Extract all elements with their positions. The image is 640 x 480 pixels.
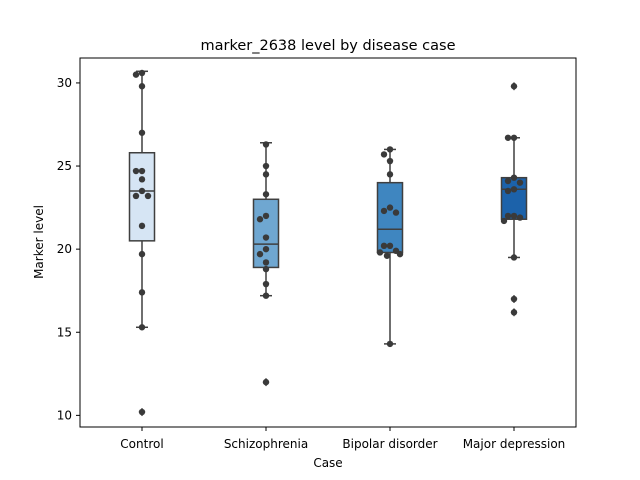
data-point [386, 171, 394, 178]
x-axis-title: Case [313, 456, 342, 470]
data-point [262, 141, 270, 148]
data-point [138, 176, 146, 183]
data-point [386, 146, 394, 153]
y-tick-label: 30 [57, 76, 72, 90]
data-point [138, 222, 146, 230]
data-point [262, 212, 270, 220]
y-tick-label: 20 [57, 242, 72, 256]
box-group-2 [376, 146, 404, 348]
data-point [138, 408, 146, 416]
data-point [138, 250, 146, 258]
data-point [132, 167, 140, 175]
data-point [510, 134, 518, 141]
iqr-box [376, 181, 404, 254]
data-point [386, 340, 394, 348]
data-point [380, 242, 388, 250]
data-point [380, 151, 388, 158]
x-axis: Control Schizophrenia Bipolar disorder Majo… [120, 427, 565, 451]
y-tick-label: 25 [57, 159, 72, 173]
data-point [256, 250, 264, 258]
data-point [392, 209, 400, 216]
x-tick-label: Major depression [463, 437, 566, 451]
data-point [510, 174, 518, 181]
data-point [138, 167, 146, 175]
box-group-3 [500, 81, 528, 317]
data-point [516, 214, 524, 221]
data-point [138, 324, 146, 331]
data-point [138, 129, 146, 136]
data-point [500, 217, 508, 225]
data-point [262, 245, 270, 253]
data-point [262, 259, 270, 266]
data-point [386, 242, 394, 250]
data-point [262, 171, 270, 178]
data-point [510, 83, 518, 90]
x-tick-label: Bipolar disorder [342, 437, 437, 451]
box-group-1 [252, 141, 280, 387]
x-tick-label: Control [120, 437, 163, 451]
y-axis-title: Marker level [32, 205, 46, 279]
data-point [383, 252, 391, 259]
data-point [132, 192, 140, 200]
x-tick-label: Schizophrenia [224, 437, 308, 451]
data-point [262, 234, 270, 241]
data-point [386, 204, 394, 211]
data-point [504, 187, 512, 195]
data-point [380, 207, 388, 215]
boxes-group [128, 69, 528, 417]
data-point [510, 309, 518, 316]
data-point [256, 216, 264, 223]
y-tick-label: 15 [57, 325, 72, 339]
data-point [510, 186, 518, 193]
data-point [138, 69, 146, 77]
box-group-0 [128, 69, 156, 417]
plot-area [79, 57, 577, 428]
data-point [386, 157, 394, 165]
data-point [504, 177, 512, 185]
data-point [262, 265, 270, 273]
data-point [510, 295, 518, 303]
data-point [516, 179, 524, 186]
data-point [138, 187, 146, 195]
data-point [262, 162, 270, 170]
data-point [504, 134, 512, 141]
data-point [396, 250, 404, 258]
chart-title: marker_2638 level by disease case [201, 38, 456, 54]
data-point [262, 191, 270, 198]
data-point [510, 212, 518, 220]
data-point [262, 280, 270, 288]
iqr-box [252, 198, 280, 269]
y-axis: 10 15 20 25 30 [57, 76, 80, 422]
data-point [144, 192, 152, 200]
data-point [132, 71, 140, 78]
data-point [376, 249, 384, 256]
data-point [262, 378, 270, 386]
data-point [510, 254, 518, 261]
data-point [504, 212, 512, 220]
data-point [262, 292, 270, 299]
data-point [138, 83, 146, 90]
data-point [138, 289, 146, 296]
y-tick-label: 10 [57, 408, 72, 422]
